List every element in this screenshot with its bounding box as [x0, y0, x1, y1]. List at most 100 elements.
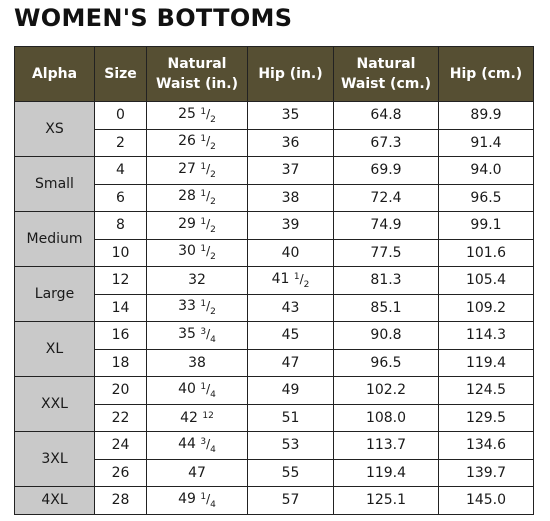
size-cell: 0 [94, 101, 147, 130]
waist-in-whole: 44 [178, 435, 196, 452]
hip-in-cell: 36 [247, 128, 334, 157]
size-chart-table: Alpha Size Natural Waist (in.) Hip (in.)… [14, 46, 534, 515]
fraction-slash: / [206, 299, 211, 314]
fraction-slash: / [299, 271, 304, 286]
waist-in-denominator: 2 [210, 142, 216, 153]
waist-in-numerator: 1 [200, 381, 207, 392]
waist-in-cell: 49 1/4 [146, 486, 248, 515]
fraction-slash: / [206, 161, 211, 176]
waist-in-numerator: 1 [200, 216, 207, 227]
table-row: 2 26 1/2 36 67.3 91.4 [15, 128, 534, 157]
waist-in-whole: 38 [188, 354, 206, 371]
header-waist-in: Natural Waist (in.) [146, 46, 248, 102]
waist-in-whole: 33 [178, 298, 196, 315]
waist-in-whole: 29 [178, 215, 196, 232]
fraction-slash: / [206, 134, 211, 149]
table-row: XL 16 35 3/4 45 90.8 114.3 [14, 321, 534, 377]
waist-in-numerator: 1 [200, 134, 207, 145]
hip-in-cell: 37 [247, 156, 334, 185]
waist-in-denominator: 2 [210, 307, 216, 318]
size-cell: 6 [94, 183, 147, 212]
waist-in-cell: 28 1/2 [146, 183, 248, 212]
size-cell: 20 [94, 376, 147, 405]
size-cell: 18 [94, 348, 147, 377]
hip-in-whole: 51 [281, 409, 300, 426]
size-cell: 4 [94, 156, 147, 185]
waist-in-cell: 47 [146, 458, 248, 487]
hip-in-whole: 40 [281, 244, 300, 261]
table-row: 10 30 1/2 40 77.5 101.6 [15, 238, 534, 267]
waist-in-whole: 27 [178, 160, 196, 177]
waist-in-cell: 40 1/4 [146, 376, 248, 405]
hip-in-cell: 38 [247, 183, 334, 212]
table-row: 4XL 28 49 1/4 57 125.1 145.0 [14, 486, 534, 515]
waist-in-cell: 32 [146, 266, 248, 295]
waist-cm-cell: 113.7 [333, 431, 439, 460]
size-cell: 10 [94, 238, 147, 267]
waist-in-denominator: 2 [210, 197, 216, 208]
waist-in-whole: 42 [180, 409, 198, 426]
waist-in-denominator: 4 [210, 389, 216, 400]
waist-in-cell: 38 [146, 348, 248, 377]
waist-in-denominator: 2 [210, 114, 216, 125]
waist-in-whole: 35 [178, 325, 196, 342]
hip-in-cell: 35 [247, 101, 334, 130]
hip-in-whole: 36 [281, 134, 300, 151]
alpha-size-cell: 3XL [14, 431, 95, 487]
hip-in-whole: 35 [281, 107, 300, 124]
header-row: Alpha Size Natural Waist (in.) Hip (in.)… [14, 46, 534, 102]
hip-cm-cell: 134.6 [438, 431, 534, 460]
waist-in-whole: 47 [188, 464, 206, 481]
waist-in-superscript: 12 [202, 410, 214, 421]
table-row: XXL 20 40 1/4 49 102.2 124.5 [14, 376, 534, 432]
alpha-size-cell: 4XL [14, 486, 95, 515]
hip-in-whole: 57 [281, 492, 300, 509]
hip-in-cell: 49 [247, 376, 334, 405]
waist-in-cell: 25 1/2 [146, 101, 248, 130]
hip-in-cell: 39 [247, 211, 334, 240]
waist-in-numerator: 3 [200, 326, 207, 337]
waist-in-denominator: 4 [210, 499, 216, 510]
hip-cm-cell: 96.5 [438, 183, 534, 212]
waist-cm-cell: 72.4 [333, 183, 439, 212]
table-row: 22 42 12 51 108.0 129.5 [15, 403, 534, 432]
hip-cm-cell: 124.5 [438, 376, 534, 405]
fraction-slash: / [206, 106, 211, 121]
hip-in-cell: 40 [247, 238, 334, 267]
hip-in-cell: 47 [247, 348, 334, 377]
waist-in-denominator: 2 [210, 169, 216, 180]
waist-cm-cell: 85.1 [333, 293, 439, 322]
size-cell: 16 [94, 321, 147, 350]
waist-cm-cell: 64.8 [333, 101, 439, 130]
hip-cm-cell: 105.4 [438, 266, 534, 295]
hip-in-cell: 45 [247, 321, 334, 350]
hip-cm-cell: 129.5 [438, 403, 534, 432]
alpha-size-cell: XS [14, 101, 95, 157]
hip-in-whole: 49 [281, 382, 300, 399]
hip-cm-cell: 99.1 [438, 211, 534, 240]
alpha-size-cell: Small [14, 156, 95, 212]
waist-in-whole: 26 [178, 133, 196, 150]
hip-cm-cell: 139.7 [438, 458, 534, 487]
waist-cm-cell: 67.3 [333, 128, 439, 157]
size-cell: 22 [94, 403, 147, 432]
waist-in-whole: 49 [178, 490, 196, 507]
waist-cm-cell: 69.9 [333, 156, 439, 185]
alpha-size-cell: XL [14, 321, 95, 377]
hip-in-whole: 38 [281, 189, 300, 206]
waist-in-whole: 28 [178, 188, 196, 205]
waist-in-numerator: 1 [200, 106, 207, 117]
header-alpha: Alpha [14, 46, 95, 102]
fraction-slash: / [206, 216, 211, 231]
hip-cm-cell: 94.0 [438, 156, 534, 185]
fraction-slash: / [206, 326, 211, 341]
hip-cm-cell: 89.9 [438, 101, 534, 130]
table-row: 14 33 1/2 43 85.1 109.2 [15, 293, 534, 322]
hip-in-whole: 37 [281, 162, 300, 179]
table-row: Small 4 27 1/2 37 69.9 94.0 [14, 156, 534, 212]
hip-in-cell: 51 [247, 403, 334, 432]
size-cell: 28 [94, 486, 147, 515]
waist-in-numerator: 1 [200, 189, 207, 200]
fraction-slash: / [206, 381, 211, 396]
waist-cm-cell: 77.5 [333, 238, 439, 267]
